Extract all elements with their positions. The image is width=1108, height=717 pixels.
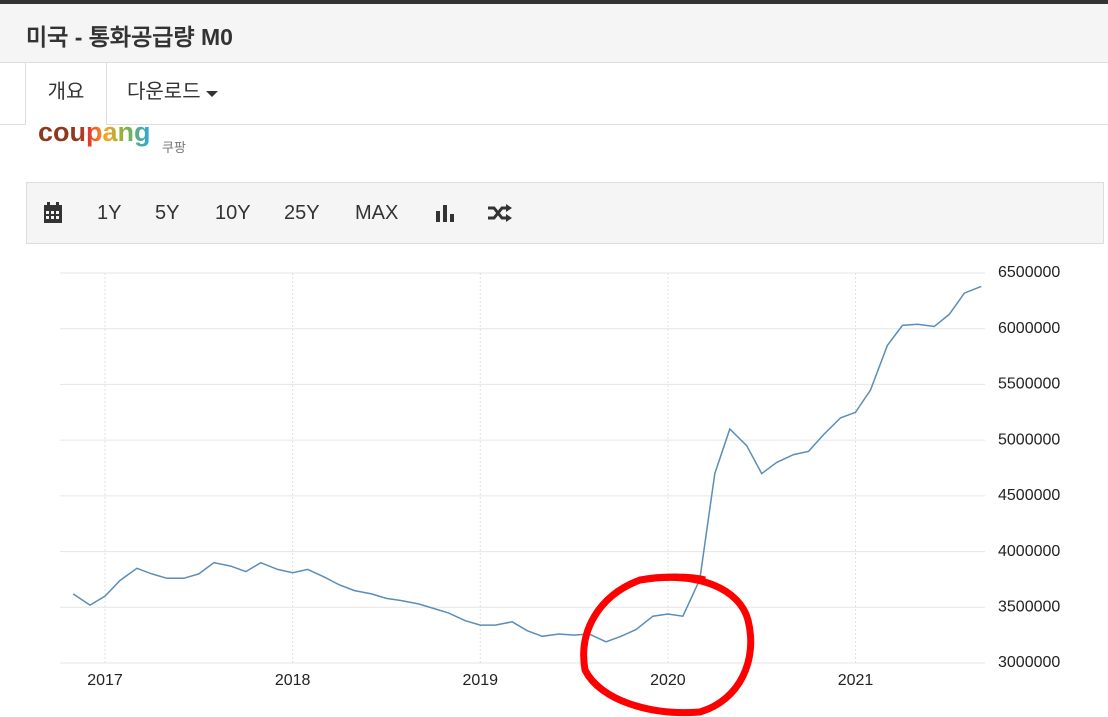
range-button[interactable]: 10Y [215, 202, 251, 224]
ad-brand[interactable]: coupang [38, 125, 151, 148]
ad[interactable]: coupang 쿠팡 [38, 125, 438, 160]
y-tick-label: 5500000 [998, 376, 1060, 393]
y-tick-label: 6000000 [998, 320, 1060, 337]
x-tick-label: 2020 [650, 672, 686, 689]
bar-icon[interactable] [435, 203, 455, 223]
top-bar [0, 0, 1108, 4]
header: 미국 - 통화공급량 M0 [0, 4, 1108, 63]
toolbar: 1Y 5Y 10Y 25Y MAX [26, 182, 1104, 244]
x-tick-label: 2021 [838, 672, 874, 689]
x-tick-label: 2019 [462, 672, 498, 689]
tab-label[interactable]: 다운로드 [127, 81, 201, 103]
shuffle-icon[interactable] [487, 203, 513, 223]
range-button[interactable]: 1Y [97, 202, 122, 224]
calendar-icon[interactable] [43, 202, 63, 224]
x-tick-label: 2017 [87, 672, 123, 689]
page-title: 미국 - 통화공급량 M0 [26, 24, 233, 50]
y-tick-label: 4000000 [998, 543, 1060, 560]
y-tick-label: 5000000 [998, 431, 1060, 448]
y-tick-label: 3000000 [998, 654, 1060, 671]
caret [206, 91, 219, 97]
y-tick-label: 6500000 [998, 264, 1060, 281]
x-tick-label: 2018 [275, 672, 311, 689]
y-tick-label: 4500000 [998, 487, 1060, 504]
ad-caption[interactable]: 쿠팡 [162, 140, 186, 155]
tab[interactable]: 개요 [25, 63, 107, 125]
range-button[interactable]: MAX [355, 202, 399, 224]
range-button[interactable]: 25Y [284, 202, 320, 224]
tab-bar: 개요 다운로드 [0, 63, 1108, 125]
range-button[interactable]: 5Y [155, 202, 180, 224]
data-line [72, 285, 982, 643]
tab[interactable]: 다운로드 [127, 63, 219, 124]
highlight-circle [580, 573, 755, 717]
y-tick-label: 3500000 [998, 599, 1060, 616]
